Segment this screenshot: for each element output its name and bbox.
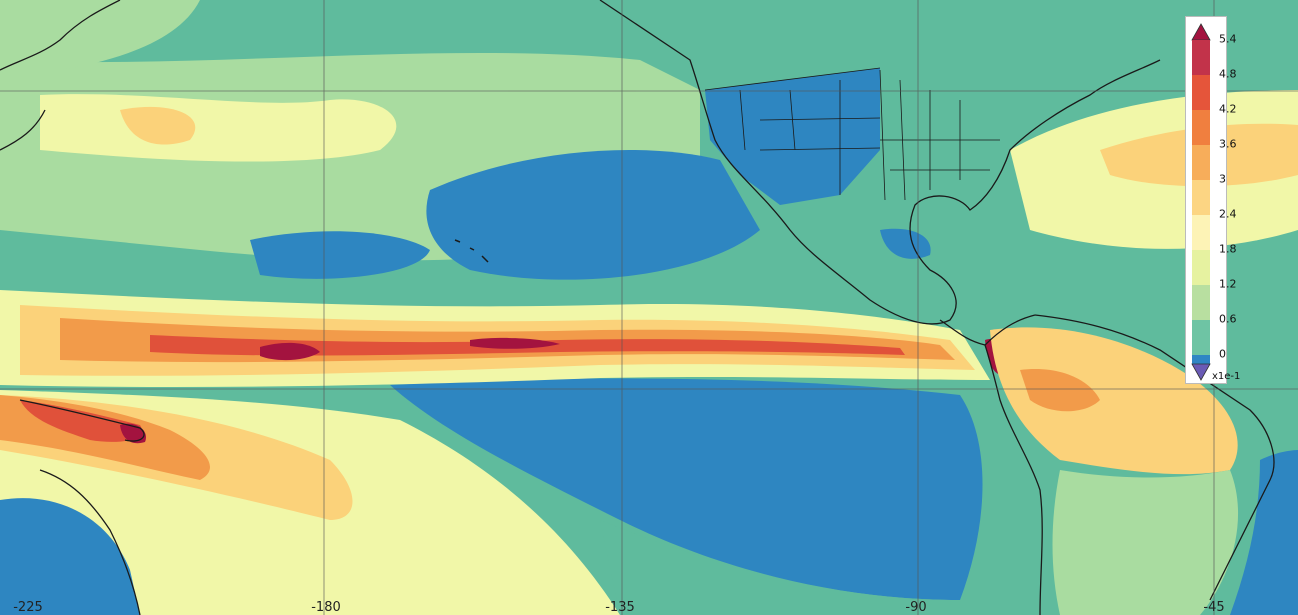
lon-label-minus90: -90 — [905, 600, 927, 615]
north-pacific-dry — [426, 150, 760, 280]
australia-coast — [39, 469, 141, 615]
legend-tick-5-4: 5.4 — [1219, 32, 1237, 46]
legend-tick-0: 0 — [1219, 347, 1226, 361]
legend-tick-0-6: 0.6 — [1219, 312, 1237, 326]
lon-label-minus45: -45 — [1203, 600, 1225, 615]
hawaii-islands — [454, 239, 489, 263]
south-america-coast — [984, 314, 1275, 615]
legend-bin — [1192, 40, 1210, 75]
amazon-wet — [990, 327, 1238, 475]
lon-label-minus225: -225 — [13, 600, 43, 615]
new-guinea-coast — [19, 399, 145, 442]
asia-coast-field — [0, 0, 200, 70]
color-legend: 5.4 4.8 4.2 3.6 3 2.4 1.8 1.2 0.6 0 x1e-… — [1185, 16, 1240, 384]
legend-tick-1-8: 1.8 — [1219, 242, 1237, 256]
legend-tick-3: 3 — [1219, 172, 1226, 186]
legend-under-triangle — [1191, 363, 1211, 381]
south-atlantic-dry — [1230, 450, 1298, 615]
amazon-orange — [1020, 369, 1100, 412]
us-southwest-dry — [705, 68, 880, 205]
legend-bin — [1192, 180, 1210, 215]
legend-bin — [1192, 75, 1210, 110]
legend-bin — [1192, 320, 1210, 355]
south-east-pacific-dry — [390, 378, 983, 600]
hawaii-dry — [250, 231, 430, 279]
legend-over-triangle — [1191, 23, 1211, 41]
legend-tick-3-6: 3.6 — [1219, 137, 1237, 151]
lon-label-minus180: -180 — [311, 600, 341, 615]
north-america-coast — [599, 0, 1161, 325]
new-guinea-red — [20, 400, 142, 442]
legend-tick-4-2: 4.2 — [1219, 102, 1237, 116]
north-orange-patch — [120, 106, 196, 145]
legend-colorbar — [1191, 23, 1211, 381]
legend-bin — [1192, 145, 1210, 180]
australia-dry — [0, 498, 140, 615]
legend-bin — [1192, 285, 1210, 320]
legend-bins — [1192, 40, 1210, 364]
legend-bin — [1192, 250, 1210, 285]
us-state-borders — [704, 67, 1000, 201]
south-pacific-green — [600, 520, 960, 615]
south-america-south — [1052, 470, 1239, 615]
north-yellow-field — [40, 94, 397, 162]
legend-tick-4-8: 4.8 — [1219, 67, 1237, 81]
new-guinea-max — [120, 423, 146, 444]
itcz-max-west — [260, 342, 320, 361]
legend-tick-2-4: 2.4 — [1219, 207, 1237, 221]
legend-unit-label: x1e-1 — [1212, 371, 1241, 382]
legend-tick-1-2: 1.2 — [1219, 277, 1237, 291]
itcz-max-central — [470, 337, 560, 349]
legend-bin — [1192, 110, 1210, 145]
lon-label-minus135: -135 — [605, 600, 635, 615]
legend-bin — [1192, 355, 1210, 364]
legend-bin — [1192, 215, 1210, 250]
asia-coast — [0, 0, 121, 151]
